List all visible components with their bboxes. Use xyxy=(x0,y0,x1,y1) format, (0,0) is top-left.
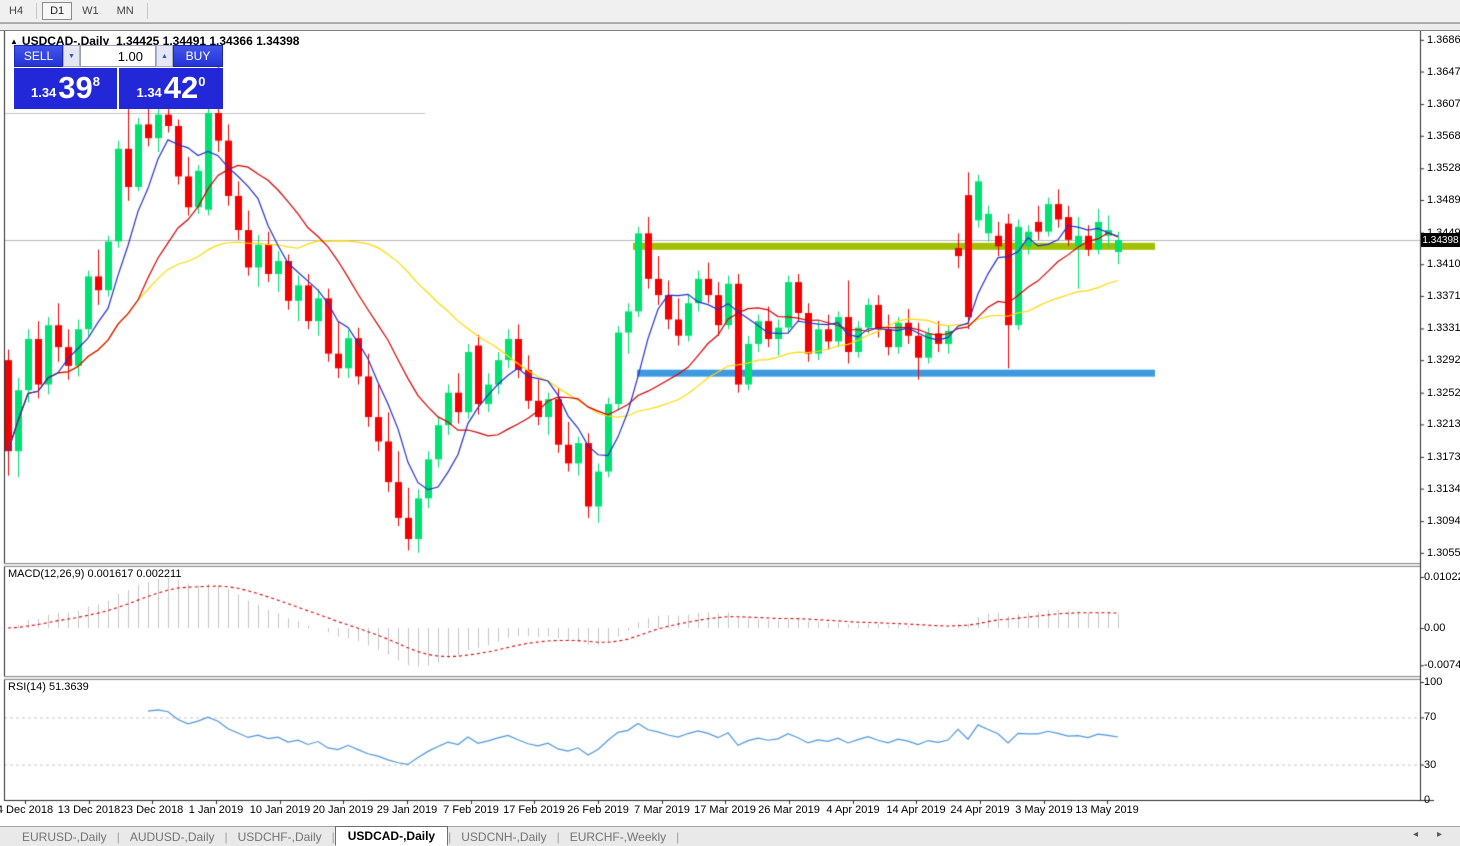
date-axis-label: 17 Feb 2019 xyxy=(503,804,565,816)
volume-decrease-button[interactable]: ▼ xyxy=(63,45,80,67)
tab-usdcnh[interactable]: USDCNH-,Daily xyxy=(461,829,547,844)
timeframe-button-h4[interactable]: H4 xyxy=(9,5,24,17)
tab-separator: | xyxy=(116,829,120,844)
date-axis-label: 14 Apr 2019 xyxy=(886,804,946,816)
chart-symbol-label: USDCAD-,Daily xyxy=(21,34,110,48)
tab-eurchf[interactable]: EURCHF-,Weekly xyxy=(569,829,667,844)
date-axis-label: 26 Mar 2019 xyxy=(758,804,820,816)
macd-axis-label: -0.007477 xyxy=(1424,659,1460,672)
macd-axis-label: 0.00 xyxy=(1424,622,1446,634)
current-price-tag: 1.34398 xyxy=(1421,233,1460,247)
timeframe-button-w1[interactable]: W1 xyxy=(82,5,99,17)
price-axis-label: 1.35680 xyxy=(1427,129,1460,142)
macd-indicator-label: MACD(12,26,9) 0.001617 0.002211 xyxy=(8,568,182,580)
price-axis-label: 1.36860 xyxy=(1427,33,1460,46)
volume-input[interactable]: 1.00 xyxy=(80,45,156,67)
date-axis-label: 17 Mar 2019 xyxy=(694,804,756,816)
buy-price-display[interactable]: 1.34 42 0 xyxy=(119,68,223,109)
buy-price-sup: 0 xyxy=(198,74,206,89)
date-axis-label: 7 Mar 2019 xyxy=(634,804,690,816)
date-axis-label: 23 Dec 2018 xyxy=(120,804,184,816)
one-click-trading-panel: SELL ▼ 1.00 ▲ BUY 1.34 39 8 1.34 42 0 xyxy=(14,45,223,109)
price-axis-label: 1.34100 xyxy=(1427,258,1460,271)
date-axis-label: 13 Dec 2018 xyxy=(57,804,121,816)
date-axis-label: 4 Apr 2019 xyxy=(826,804,880,816)
chart-title: ▲ USDCAD-,Daily 1.34425 1.34491 1.34366 1… xyxy=(10,34,299,48)
date-axis-label: 7 Feb 2019 xyxy=(443,804,499,816)
chart-marker-icon: ▲ xyxy=(10,37,18,46)
date-axis-label: 1 Jan 2019 xyxy=(188,804,244,816)
tab-eurusd[interactable]: EURUSD-,Daily xyxy=(22,829,107,844)
tab-usdchf[interactable]: USDCHF-,Daily xyxy=(237,829,322,844)
tab-separator: | xyxy=(556,829,560,844)
volume-increase-button[interactable]: ▲ xyxy=(156,45,173,67)
date-axis-label: 3 May 2019 xyxy=(1015,804,1073,816)
tab-usdcad[interactable]: USDCAD-,Daily xyxy=(334,825,449,846)
rsi-axis-label: 70 xyxy=(1424,711,1437,724)
tab-separator: | xyxy=(224,829,228,844)
sell-button[interactable]: SELL xyxy=(14,45,63,67)
price-axis-label: 1.35280 xyxy=(1427,162,1460,175)
sell-price-small: 1.34 xyxy=(30,85,57,100)
price-axis-label: 1.31340 xyxy=(1427,482,1460,495)
sell-price-big: 39 xyxy=(58,70,93,105)
tab-separator: | xyxy=(448,829,452,844)
date-axis-label: 10 Jan 2019 xyxy=(249,804,311,816)
macd-axis-label: 0.010229 xyxy=(1424,570,1460,583)
tab-separator: | xyxy=(331,829,335,844)
chart-ohlc-label: 1.34425 1.34491 1.34366 1.34398 xyxy=(115,34,300,48)
tab-scroll-right-icon[interactable]: ▸ xyxy=(1436,829,1442,840)
price-axis-label: 1.32920 xyxy=(1427,354,1460,367)
rsi-axis-label: 0 xyxy=(1424,794,1431,806)
timeframe-button-mn[interactable]: MN xyxy=(116,5,134,17)
rsi-axis-label: 100 xyxy=(1424,676,1443,688)
date-axis-label: 13 May 2019 xyxy=(1075,804,1139,816)
price-axis-label: 1.31730 xyxy=(1427,450,1460,463)
buy-button[interactable]: BUY xyxy=(173,45,223,67)
date-axis-label: 29 Jan 2019 xyxy=(376,804,438,816)
timeframe-button-d1[interactable]: D1 xyxy=(42,2,73,20)
price-axis-label: 1.33710 xyxy=(1427,289,1460,302)
buy-price-small: 1.34 xyxy=(136,85,162,100)
date-axis-label: 26 Feb 2019 xyxy=(567,804,629,816)
sell-price-display[interactable]: 1.34 39 8 xyxy=(14,68,117,109)
price-axis-label: 1.36470 xyxy=(1427,65,1460,78)
date-axis-label: 24 Apr 2019 xyxy=(950,804,1010,816)
sell-price-sup: 8 xyxy=(92,74,101,89)
chart-tab-bar: EURUSD-,Daily | AUDUSD-,Daily | USDCHF-,Dail… xyxy=(0,825,1460,846)
date-axis-label: 4 Dec 2018 xyxy=(0,804,54,816)
tab-scroll-left-icon[interactable]: ◂ xyxy=(1412,829,1418,840)
tab-audusd[interactable]: AUDUSD-,Daily xyxy=(129,829,215,844)
price-axis-label: 1.34890 xyxy=(1427,194,1460,206)
date-axis-label: 20 Jan 2019 xyxy=(312,804,374,816)
price-axis-label: 1.30940 xyxy=(1427,515,1460,528)
price-axis-label: 1.36070 xyxy=(1427,98,1460,111)
price-axis-label: 1.32520 xyxy=(1427,386,1460,399)
buy-price-big: 42 xyxy=(163,70,199,105)
tab-separator: | xyxy=(676,829,680,844)
price-axis-label: 1.32130 xyxy=(1427,418,1460,431)
timeframe-toolbar: H4 D1 W1 MN xyxy=(0,0,1460,23)
rsi-axis-label: 30 xyxy=(1424,758,1437,771)
window-chrome-band xyxy=(0,23,1460,31)
rsi-indicator-label: RSI(14) 51.3639 xyxy=(8,681,89,693)
toolbar-separator xyxy=(36,3,38,19)
price-axis-label: 1.33310 xyxy=(1427,322,1460,335)
toolbar-separator xyxy=(146,3,148,19)
